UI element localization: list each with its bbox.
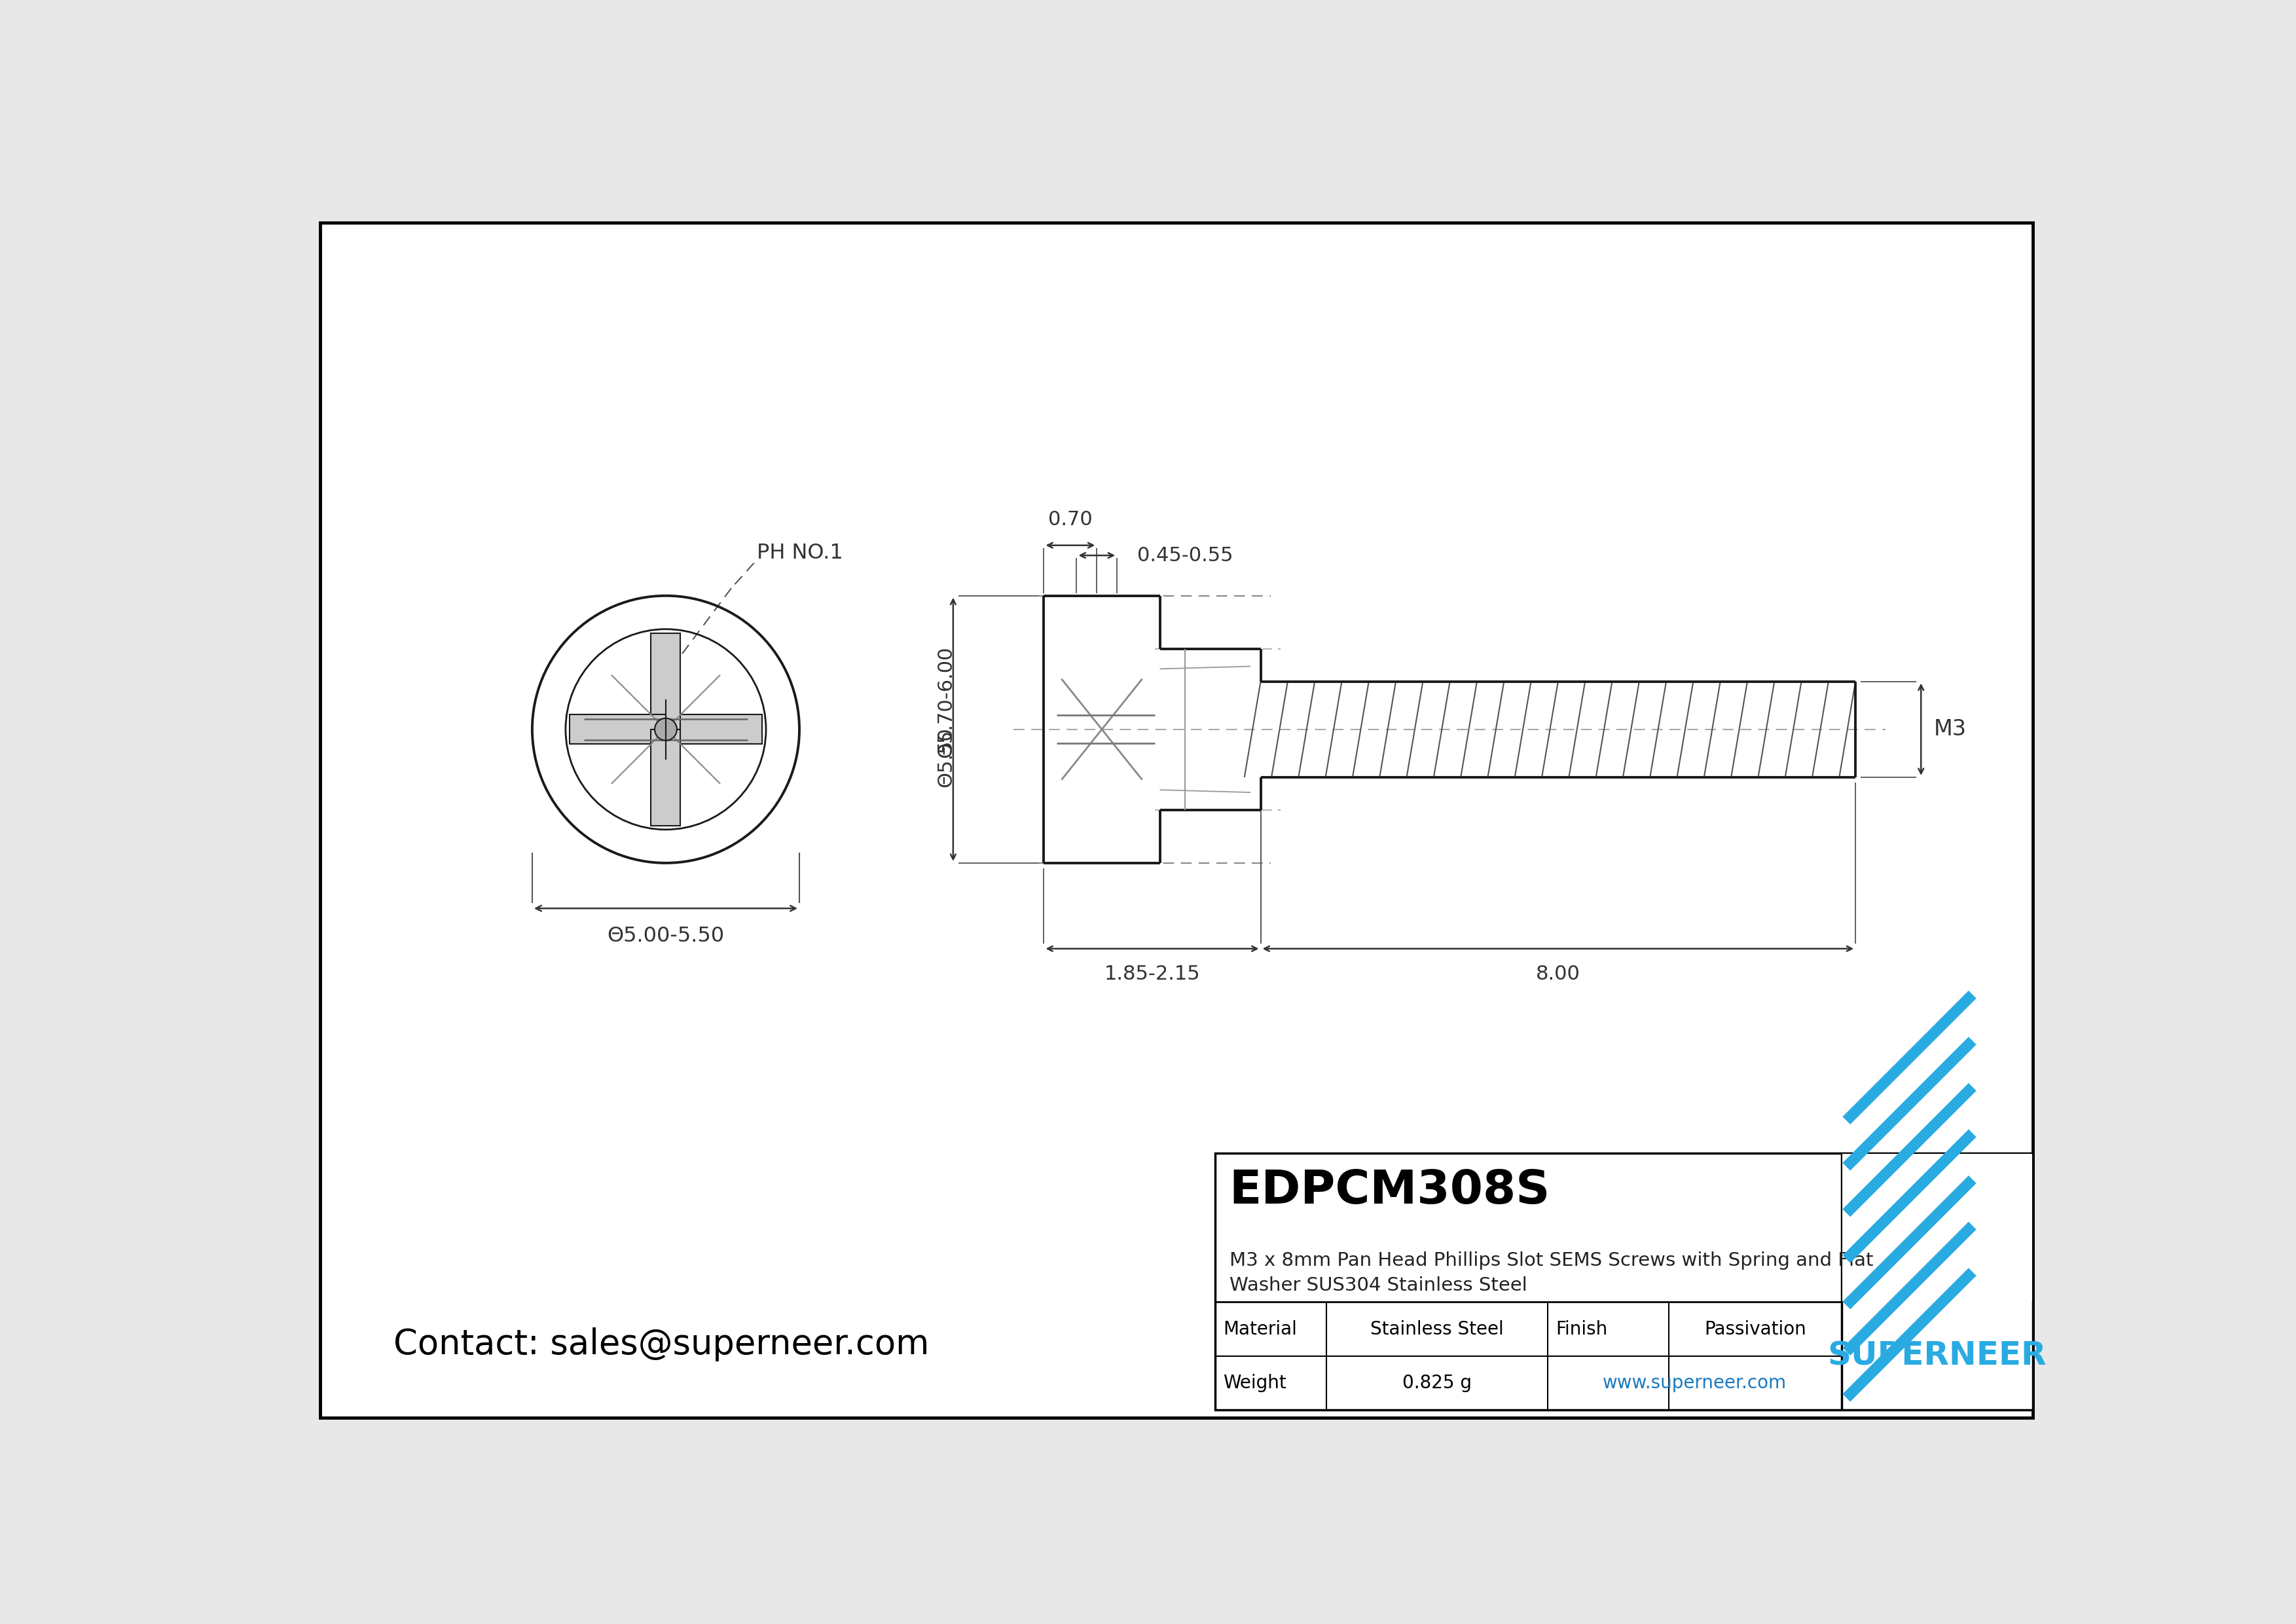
Text: 8.00: 8.00	[1536, 965, 1580, 984]
Text: Material: Material	[1224, 1320, 1297, 1338]
Polygon shape	[666, 715, 762, 744]
Bar	[1215, 1153, 2032, 1410]
Text: 0.70: 0.70	[1049, 510, 1093, 529]
Text: Θ5.70-6.00: Θ5.70-6.00	[937, 646, 955, 757]
Text: Weight: Weight	[1224, 1374, 1286, 1392]
Text: 0.825 g: 0.825 g	[1403, 1374, 1472, 1392]
Bar	[1841, 1155, 2032, 1301]
Text: Stainless Steel: Stainless Steel	[1371, 1320, 1504, 1338]
Text: M3 x 8mm Pan Head Phillips Slot SEMS Screws with Spring and Flat: M3 x 8mm Pan Head Phillips Slot SEMS Scr…	[1228, 1250, 1874, 1270]
Text: PH NO.1: PH NO.1	[755, 542, 843, 564]
Polygon shape	[569, 715, 666, 744]
Text: Washer SUS304 Stainless Steel: Washer SUS304 Stainless Steel	[1228, 1276, 1527, 1294]
Text: M3: M3	[1933, 718, 1965, 741]
Text: Θ5.50: Θ5.50	[937, 728, 955, 788]
Text: 1.85-2.15: 1.85-2.15	[1104, 965, 1201, 984]
Text: Finish: Finish	[1557, 1320, 1607, 1338]
Text: Θ5.00-5.50: Θ5.00-5.50	[606, 926, 726, 947]
Polygon shape	[652, 729, 680, 825]
Text: www.superneer.com: www.superneer.com	[1603, 1374, 1786, 1392]
Text: Passivation: Passivation	[1704, 1320, 1807, 1338]
Text: 0.45-0.55: 0.45-0.55	[1137, 546, 1233, 565]
Polygon shape	[652, 633, 680, 729]
Text: EDPCM308S: EDPCM308S	[1228, 1168, 1550, 1213]
Text: Contact: sales@superneer.com: Contact: sales@superneer.com	[393, 1327, 930, 1361]
Circle shape	[654, 718, 677, 741]
Text: SUPERNEER: SUPERNEER	[1828, 1340, 2046, 1372]
